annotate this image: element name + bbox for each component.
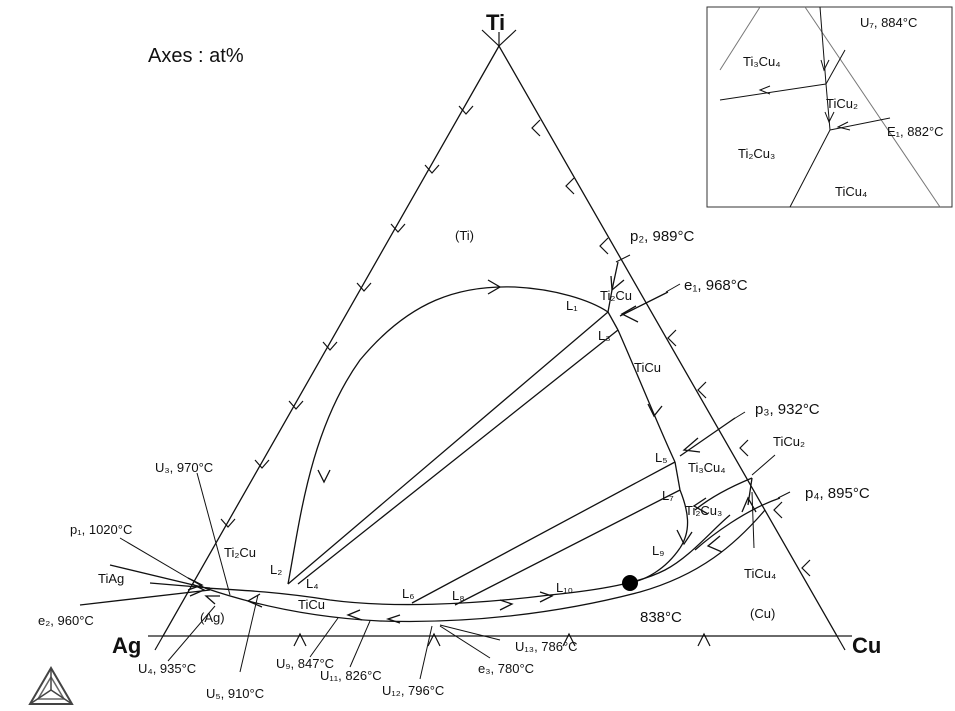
liquid-l10: L₁₀ xyxy=(556,580,573,595)
inset-e1: E₁, 882°C xyxy=(887,124,944,139)
point-u12: U₁₂, 796°C xyxy=(382,683,444,698)
corner-cu-label: Cu xyxy=(852,633,881,658)
corner-ti-label: Ti xyxy=(486,10,505,35)
phase-ti: (Ti) xyxy=(455,228,474,243)
point-u5: U₅, 910°C xyxy=(206,686,264,701)
corner-ticks xyxy=(148,29,852,651)
phase-ticu2: TiCu₂ xyxy=(773,434,805,449)
liquid-l4: L₄ xyxy=(306,576,319,591)
right-edge-ticks xyxy=(531,119,811,577)
software-logo xyxy=(28,666,74,705)
point-u4: U₄, 935°C xyxy=(138,661,196,676)
point-e2: e₂, 960°C xyxy=(38,613,94,628)
point-e1: e₁, 968°C xyxy=(684,277,748,294)
phase-ti2cu-top: Ti₂Cu xyxy=(600,288,632,303)
point-e3: e₃, 780°C xyxy=(478,661,534,676)
axes-note: Axes : at% xyxy=(148,45,244,67)
inset-u7: U₇, 884°C xyxy=(860,15,917,30)
inset-ti3cu4: Ti₃Cu₄ xyxy=(743,54,781,69)
left-edge-ticks xyxy=(220,105,474,528)
liquidus-valleys xyxy=(79,261,781,623)
point-u13: U₁₃, 786°C xyxy=(515,639,578,654)
liquid-l5: L₅ xyxy=(655,450,667,465)
phase-tiag: TiAg xyxy=(98,571,124,586)
leader-lines xyxy=(119,254,791,680)
inset-ticu4: TiCu₄ xyxy=(835,184,867,199)
liquid-l6: L₆ xyxy=(402,586,414,601)
point-p2: p₂, 989°C xyxy=(630,228,695,245)
ternary-triangle xyxy=(161,44,839,637)
temp-838-label: 838°C xyxy=(640,609,682,626)
tie-lines xyxy=(287,311,681,606)
phase-cu: (Cu) xyxy=(750,606,775,621)
invariant-point-dot xyxy=(622,575,638,591)
curve-arrows xyxy=(187,275,757,624)
inset-panel: U₇, 884°C E₁, 882°C Ti₃Cu₄ TiCu₂ Ti₂Cu₃ … xyxy=(706,6,953,208)
bottom-edge-ticks xyxy=(293,632,711,647)
inset-ticu2: TiCu₂ xyxy=(826,96,858,111)
point-u11: U₁₁, 826°C xyxy=(320,668,382,683)
phase-ticu4: TiCu₄ xyxy=(744,566,776,581)
liquid-l7: L₇ xyxy=(662,488,674,503)
point-p4: p₄, 895°C xyxy=(805,485,870,502)
corner-ag-label: Ag xyxy=(112,633,141,658)
liquid-l2: L₂ xyxy=(270,562,282,577)
point-p1: p₁, 1020°C xyxy=(70,522,132,537)
point-u9: U₉, 847°C xyxy=(276,656,334,671)
phase-ticu-right: TiCu xyxy=(634,360,661,375)
point-u3: U₃, 970°C xyxy=(155,460,213,475)
phase-ti2cu3: Ti₂Cu₃ xyxy=(685,503,722,518)
phase-ticu-bottom: TiCu xyxy=(298,597,325,612)
phase-ti3cu4: Ti₃Cu₄ xyxy=(688,460,726,475)
liquid-l1: L₁ xyxy=(566,298,578,313)
liquid-l3: L₃ xyxy=(598,328,611,343)
liquid-l8: L₈ xyxy=(452,588,465,603)
inset-ti2cu3: Ti₂Cu₃ xyxy=(738,146,775,161)
liquid-l9: L₉ xyxy=(652,543,664,558)
phase-ag: (Ag) xyxy=(200,610,225,625)
point-p3: p₃, 932°C xyxy=(755,401,820,418)
phase-ti2cu-left: Ti₂Cu xyxy=(224,545,256,560)
